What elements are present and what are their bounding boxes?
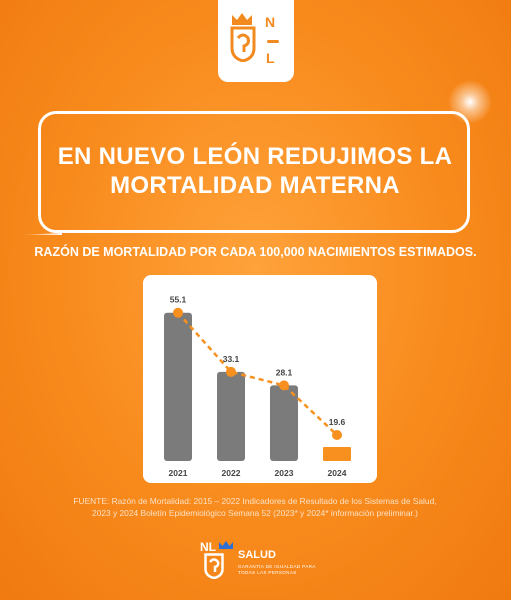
footer-logo-salud: SALUD	[238, 549, 276, 561]
bar-2023	[270, 385, 298, 461]
source-note: FUENTE: Razón de Mortalidad: 2015 – 2022…	[73, 496, 437, 518]
headline-frame	[38, 111, 470, 233]
tick-label-2022: 2022	[222, 468, 241, 478]
footer-logo-nl: NL	[200, 540, 216, 554]
tick-label-2023: 2023	[275, 468, 294, 478]
point-2024	[332, 430, 342, 440]
chart-subtitle: RAZÓN DE MORTALIDAD POR CADA 100,000 NAC…	[34, 245, 477, 259]
tick-label-2021: 2021	[169, 468, 188, 478]
nl-salud-logo: NL SALUD GARANTÍA DE IGUALDAD PARA TODAS…	[200, 540, 320, 586]
crown-icon	[232, 13, 252, 25]
data-label-2023: 28.1	[276, 367, 293, 377]
data-label-2022: 33.1	[223, 354, 240, 364]
bar-2021	[164, 312, 192, 461]
badge-letter-n: N	[265, 14, 277, 30]
chart-card: 2021 2022 2023 2024 55.1 33.1 28.1 19.6	[143, 275, 377, 483]
badge-letter-l: L	[266, 50, 276, 66]
footer-lion-shield-icon	[204, 553, 224, 579]
bar-chart: 2021 2022 2023 2024 55.1 33.1 28.1 19.6	[164, 295, 351, 478]
trend-line	[177, 311, 338, 436]
tick-label-2024: 2024	[328, 468, 347, 478]
badge-dash	[267, 40, 279, 43]
bar-2022	[217, 371, 245, 461]
data-label-2021: 55.1	[170, 295, 187, 305]
bar-2024	[323, 447, 351, 461]
point-2023	[279, 380, 289, 391]
footer-logo-tagline: GARANTÍA DE IGUALDAD PARA TODAS LAS PERS…	[238, 564, 316, 575]
point-2022	[226, 366, 236, 377]
lion-shield-icon	[230, 26, 256, 62]
headline: EN NUEVO LEÓN REDUJIMOS LA MORTALIDAD MA…	[57, 143, 453, 199]
point-2021	[173, 307, 183, 318]
footer-crown-icon	[219, 541, 233, 549]
data-label-2024: 19.6	[329, 417, 346, 427]
nl-logo-badge: N L	[218, 0, 294, 82]
